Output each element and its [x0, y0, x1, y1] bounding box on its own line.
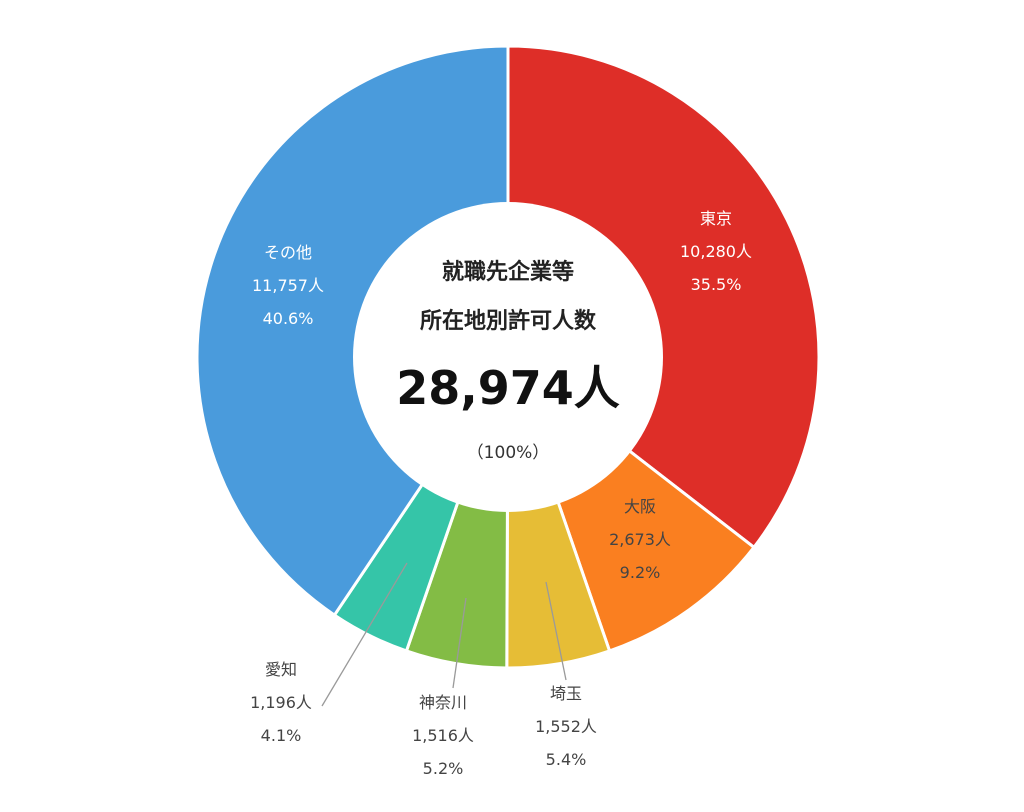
center-title-line1: 就職先企業等: [442, 259, 574, 285]
slice-value-aichi: 1,196人: [250, 693, 312, 712]
slice-name-other: その他: [264, 243, 312, 262]
leader-line-aichi: [321, 562, 408, 707]
leader-line-kanagawa: [452, 597, 467, 689]
slice-name-aichi: 愛知: [265, 660, 297, 679]
center-total-percent: （100%）: [467, 443, 550, 463]
slice-percent-kanagawa: 5.2%: [423, 759, 464, 778]
slice-name-kanagawa: 神奈川: [419, 693, 467, 712]
slice-labels-group: 東京 10,280人 35.5% 大阪 2,673人 9.2% 埼玉 1,552人 5.4% 神奈…: [250, 209, 752, 778]
slice-percent-other: 40.6%: [263, 309, 314, 328]
center-label-group: 就職先企業等 所在地別許可人数 28,974人 （100%）: [396, 259, 620, 463]
slice-value-osaka: 2,673人: [609, 530, 671, 549]
slice-name-saitama: 埼玉: [550, 684, 582, 703]
slice-value-tokyo: 10,280人: [680, 242, 752, 261]
slice-percent-osaka: 9.2%: [620, 563, 661, 582]
slice-value-kanagawa: 1,516人: [412, 726, 474, 745]
slice-percent-tokyo: 35.5%: [691, 275, 742, 294]
center-total: 28,974人: [396, 361, 620, 415]
center-title-line2: 所在地別許可人数: [420, 308, 597, 334]
slice-percent-aichi: 4.1%: [261, 726, 302, 745]
slice-name-osaka: 大阪: [624, 497, 656, 516]
slices-group: [195, 44, 821, 670]
leader-lines-group: [321, 562, 567, 707]
leader-line-saitama: [545, 581, 567, 681]
slice-value-other: 11,757人: [252, 276, 324, 295]
slice-value-saitama: 1,552人: [535, 717, 597, 736]
center-circle: [353, 202, 663, 512]
slice-percent-saitama: 5.4%: [546, 750, 587, 769]
slice-name-tokyo: 東京: [700, 209, 732, 228]
